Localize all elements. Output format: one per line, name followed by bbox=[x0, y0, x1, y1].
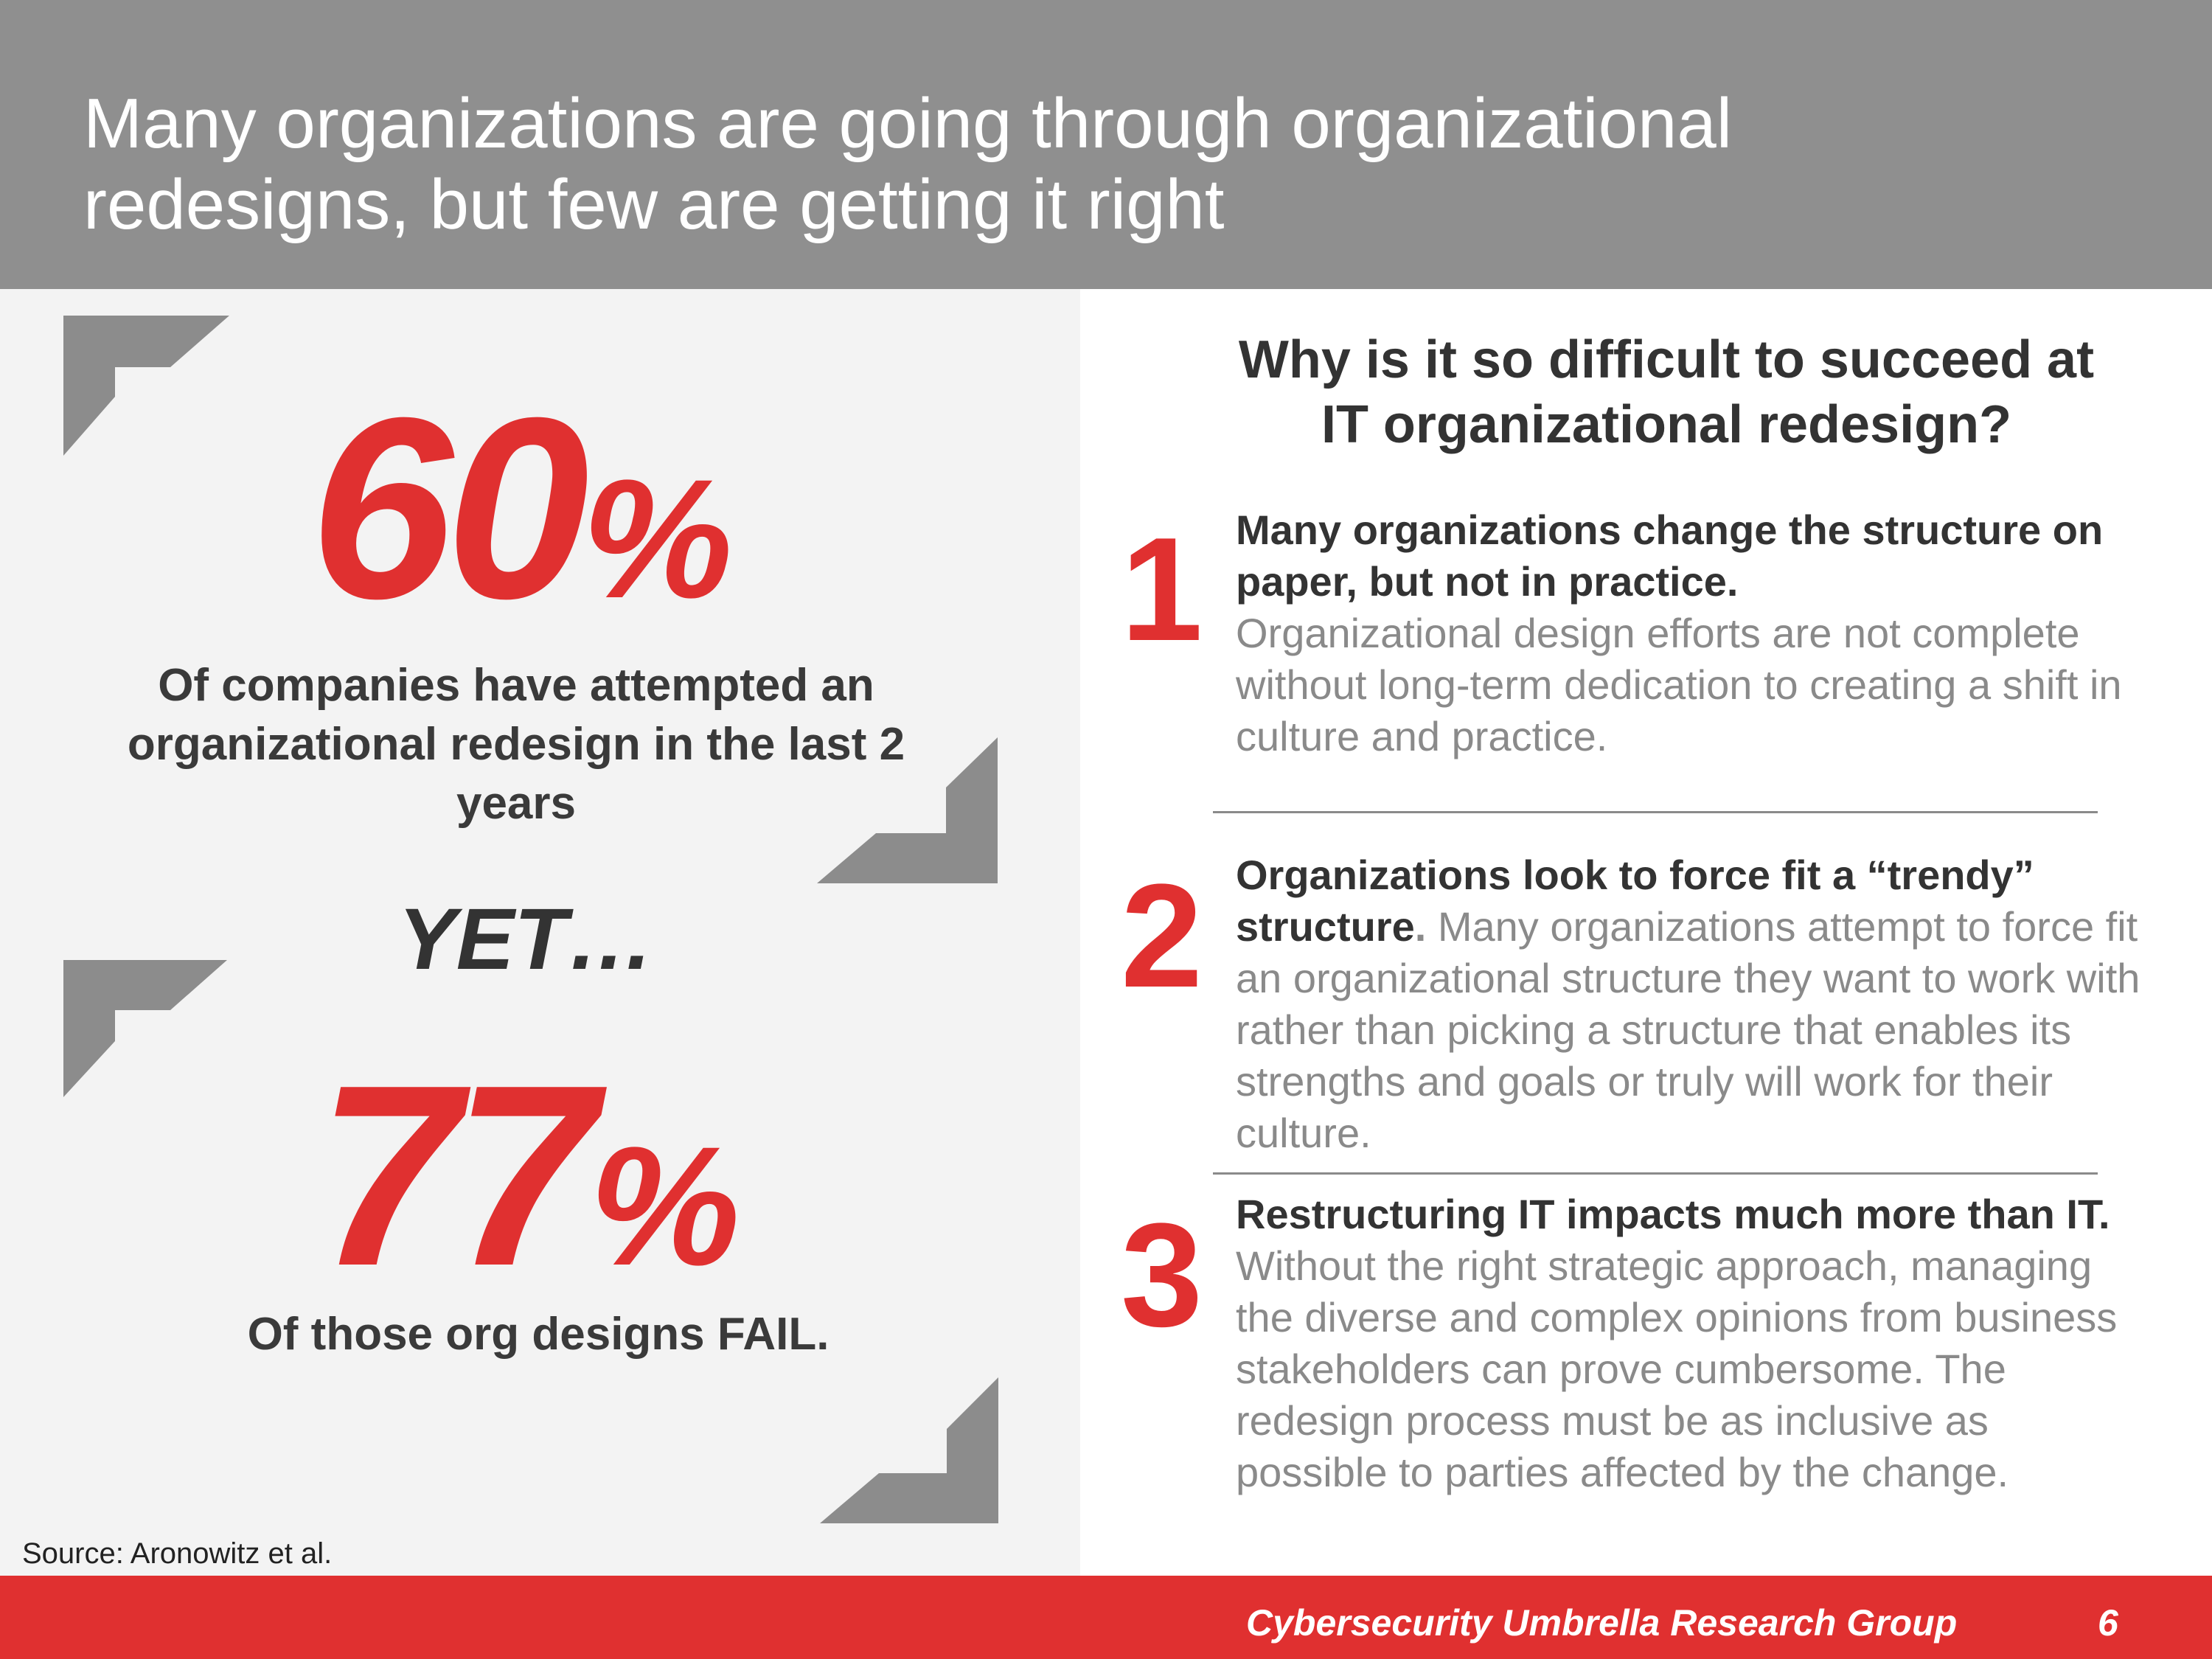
reason-number-1: 1 bbox=[1121, 507, 1203, 672]
reason-divider-1 bbox=[1213, 811, 2098, 813]
reason-text-2: Organizations look to force fit a “trend… bbox=[1236, 849, 2146, 1159]
reason-body-1: Organizational design efforts are not co… bbox=[1236, 610, 2122, 759]
reason-lead-1: Many organizations change the structure … bbox=[1236, 507, 2104, 605]
reason-lead-3: Restructuring IT impacts much more than … bbox=[1236, 1191, 2110, 1237]
corner-bracket-bottom-right-2 bbox=[820, 1377, 998, 1523]
stat-sixty-caption-line-1: Of companies have attempted an bbox=[158, 660, 874, 711]
slide-title: Many organizations are going through org… bbox=[83, 83, 2000, 246]
corner-bracket-top-left-1 bbox=[63, 316, 229, 456]
stat-seventy-seven-percent: 77% bbox=[317, 1047, 740, 1305]
reason-text-3: Restructuring IT impacts much more than … bbox=[1236, 1189, 2146, 1498]
slide-title-line-2: redesigns, but few are getting it right bbox=[83, 165, 1225, 244]
stat-sixty-percent: 60% bbox=[310, 380, 733, 638]
reasons-heading-line-2: IT organizational redesign? bbox=[1321, 395, 2012, 454]
source-citation: Source: Aronowitz et al. bbox=[22, 1537, 333, 1570]
header-banner: Many organizations are going through org… bbox=[0, 0, 2212, 289]
reason-lead-2: Organizations look to force fit a “trend… bbox=[1236, 852, 2034, 950]
corner-bracket-top-left-2 bbox=[63, 960, 227, 1097]
page-number: 6 bbox=[2098, 1602, 2118, 1644]
reason-lead-tail-2: . bbox=[1414, 903, 1427, 950]
reason-body-3: Without the right strategic approach, ma… bbox=[1236, 1242, 2118, 1495]
stat-sixty-percent-sign: % bbox=[582, 444, 733, 633]
footer-organization: Cybersecurity Umbrella Research Group bbox=[1246, 1602, 1958, 1644]
reason-text-1: Many organizations change the structure … bbox=[1236, 504, 2146, 762]
reason-number-2: 2 bbox=[1121, 854, 1203, 1018]
corner-bracket-bottom-right-1 bbox=[817, 737, 998, 883]
reasons-heading-line-1: Why is it so difficult to succeed at bbox=[1238, 330, 2095, 389]
stat-sixty-caption-line-3: years bbox=[456, 778, 577, 829]
reason-divider-2 bbox=[1213, 1172, 2098, 1175]
statistics-panel bbox=[0, 289, 1080, 1576]
slide-title-line-1: Many organizations are going through org… bbox=[83, 84, 1733, 163]
stat-sixty-caption-line-2: organizational redesign in the last 2 bbox=[127, 719, 905, 770]
stat-seventy-seven-percent-sign: % bbox=[589, 1111, 740, 1301]
reason-number-3: 3 bbox=[1121, 1193, 1203, 1357]
stat-sixty-number: 60 bbox=[310, 364, 589, 653]
reason-body-2: Many organizations attempt to force fit … bbox=[1236, 903, 2140, 1156]
stat-seventy-seven-number: 77 bbox=[317, 1032, 597, 1320]
stat-sixty-caption: Of companies have attempted an organizat… bbox=[74, 656, 959, 833]
transition-text: YET… bbox=[398, 891, 655, 988]
reasons-heading: Why is it so difficult to succeed at IT … bbox=[1194, 327, 2138, 457]
footer-bar bbox=[0, 1576, 2212, 1659]
stat-seventy-seven-caption: Of those org designs FAIL. bbox=[147, 1305, 929, 1364]
stat-seventy-seven-caption-text: Of those org designs FAIL. bbox=[247, 1309, 830, 1360]
